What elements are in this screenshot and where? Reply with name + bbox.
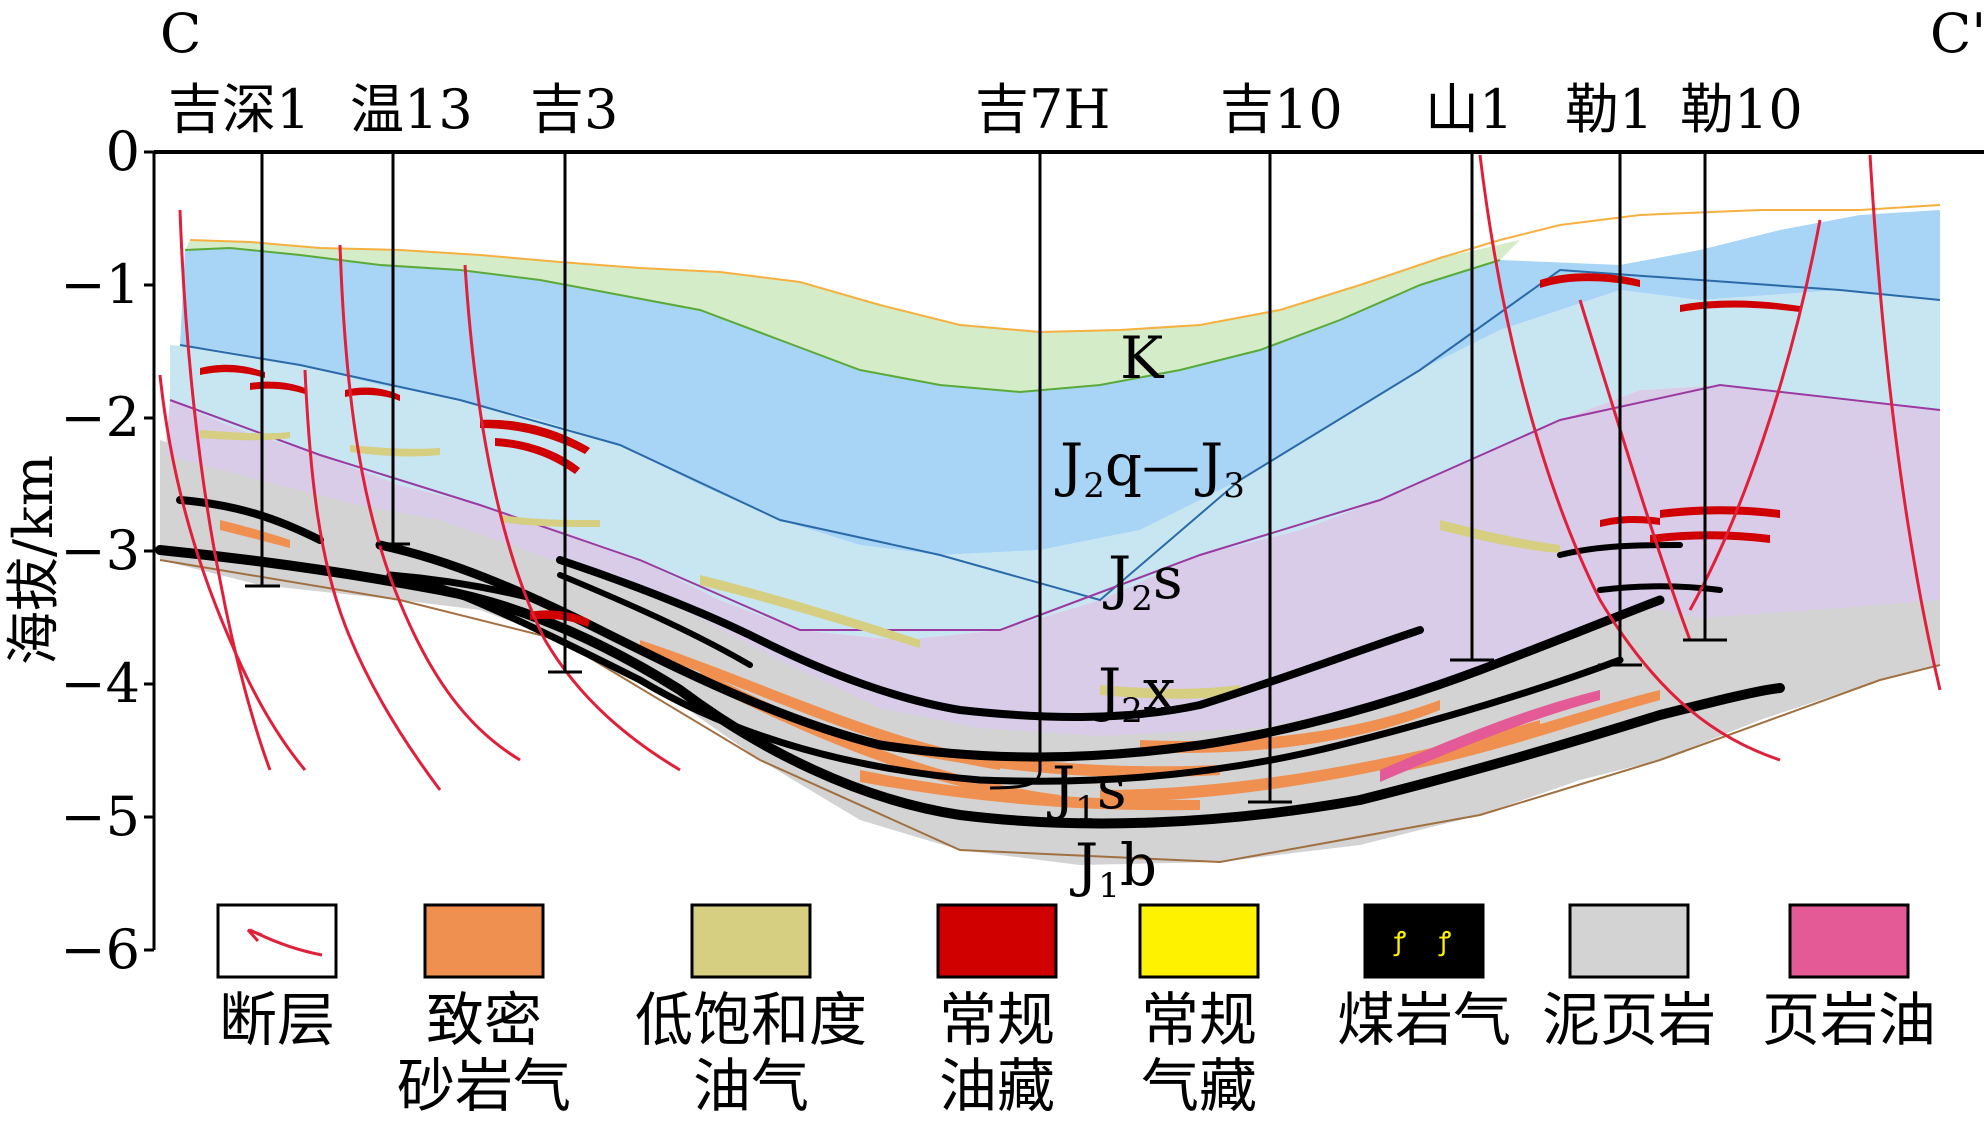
unit-label-j2x: J2x: [1093, 656, 1176, 731]
legend-item-shale-oil: 页岩油: [1762, 903, 1936, 1054]
legend-item-coal-gas: ꝭ ꝭ 煤岩气: [1337, 903, 1511, 1054]
y-tick-4: −4: [60, 652, 140, 715]
j2q-base-line: [179, 268, 1941, 602]
svg-text:常规: 常规: [939, 986, 1055, 1054]
legend-label-fault: 断层: [219, 986, 335, 1054]
svg-text:致密: 致密: [426, 986, 542, 1054]
low-saturation-bodies: [200, 430, 1560, 699]
shale-oil-body: [1380, 690, 1600, 782]
svg-text:低饱和度: 低饱和度: [635, 986, 867, 1054]
unit-j2x-layer: [165, 385, 1940, 736]
unit-k-layer: [185, 240, 1520, 392]
y-tick-1: −1: [60, 253, 140, 316]
well-label-wen13: 温13: [350, 78, 473, 141]
svg-text:油气: 油气: [693, 1052, 809, 1120]
well-ji10-bore: [1248, 152, 1292, 804]
legend-item-tight-sandstone-gas: 致密 砂岩气: [397, 903, 571, 1120]
unit-j1b-layer: [160, 440, 1940, 865]
well-shan1-bore: [1450, 152, 1494, 662]
coal-gas-symbol-icon: ꝭ: [1393, 927, 1406, 957]
well-label-ji7h: 吉7H: [975, 78, 1110, 141]
unit-j2q-j3-layer: [180, 210, 1940, 555]
legend-item-mudstone-shale: 泥页岩: [1542, 903, 1716, 1054]
well-wen13-bore: [376, 152, 410, 546]
well-label-le1: 勒1: [1565, 78, 1653, 141]
unit-label-j1b: J1b: [1070, 831, 1157, 906]
tight-sandstone-gas-bodies: [220, 520, 1660, 811]
section-end-label: C': [1930, 2, 1984, 65]
svg-text:砂岩气: 砂岩气: [397, 1052, 571, 1120]
coal-gas-seams: [155, 496, 1785, 829]
legend-item-low-saturation-oil-gas: 低饱和度 油气: [635, 903, 867, 1120]
well-ji3-bore: [548, 152, 582, 674]
unit-label-j1s: J1s: [1047, 754, 1127, 829]
legend-item-conventional-oil: 常规 油藏: [936, 903, 1058, 1120]
well-label-ji3: 吉3: [530, 78, 618, 141]
well-label-le10: 勒10: [1680, 78, 1803, 141]
well-jishen1-bore: [245, 152, 280, 588]
svg-text:煤岩气: 煤岩气: [1337, 986, 1511, 1054]
wells: [245, 152, 1727, 804]
svg-text:油藏: 油藏: [939, 1052, 1055, 1120]
legend-item-conventional-gas: 常规 气藏: [1138, 903, 1260, 1120]
well-label-jishen1: 吉深1: [168, 78, 310, 141]
well-label-ji10: 吉10: [1220, 78, 1343, 141]
svg-text:常规: 常规: [1141, 986, 1257, 1054]
legend: 断层 致密 砂岩气 低饱和度 油气 常规 油藏 常规 气藏 ꝭ: [216, 903, 1936, 1120]
svg-text:页岩油: 页岩油: [1762, 986, 1936, 1054]
y-tick-2: −2: [60, 386, 140, 449]
legend-item-fault: 断层: [216, 903, 338, 1054]
y-axis-ticks: [144, 150, 154, 952]
coal-gas-symbol-icon: ꝭ: [1438, 927, 1451, 957]
faults: [158, 154, 1942, 791]
unit-label-k: K: [1120, 324, 1165, 392]
svg-text:气藏: 气藏: [1141, 1052, 1257, 1120]
well-le10-bore: [1683, 152, 1727, 642]
y-tick-5: −5: [60, 785, 140, 848]
y-axis-tick-labels: 0 −1 −2 −3 −4 −5 −6: [60, 120, 140, 981]
section-start-label: C: [160, 2, 201, 65]
strata: [159, 204, 1941, 865]
y-tick-6: −6: [60, 918, 140, 981]
well-ji7h-bore: [989, 152, 1042, 790]
y-axis-label: 海拔/km: [2, 455, 65, 665]
well-le1-bore: [1598, 152, 1642, 667]
unit-label-j2s: J2s: [1103, 544, 1183, 619]
y-tick-3: −3: [60, 519, 140, 582]
unit-label-j2q-j3: J2q—J3: [1055, 431, 1245, 506]
well-label-shan1: 山1: [1425, 78, 1513, 141]
unit-labels: K J2q—J3 J2s J2x J1s J1b: [1047, 324, 1245, 906]
well-labels: 吉深1 温13 吉3 吉7H 吉10 山1 勒1 勒10: [168, 78, 1803, 141]
k-base-line: [184, 246, 1501, 394]
svg-text:泥页岩: 泥页岩: [1542, 986, 1716, 1054]
j1b-base-line: [159, 559, 1941, 864]
y-tick-0: 0: [106, 120, 140, 183]
conventional-oil-bodies: [200, 273, 1800, 627]
unit-j2s-layer: [170, 290, 1940, 640]
